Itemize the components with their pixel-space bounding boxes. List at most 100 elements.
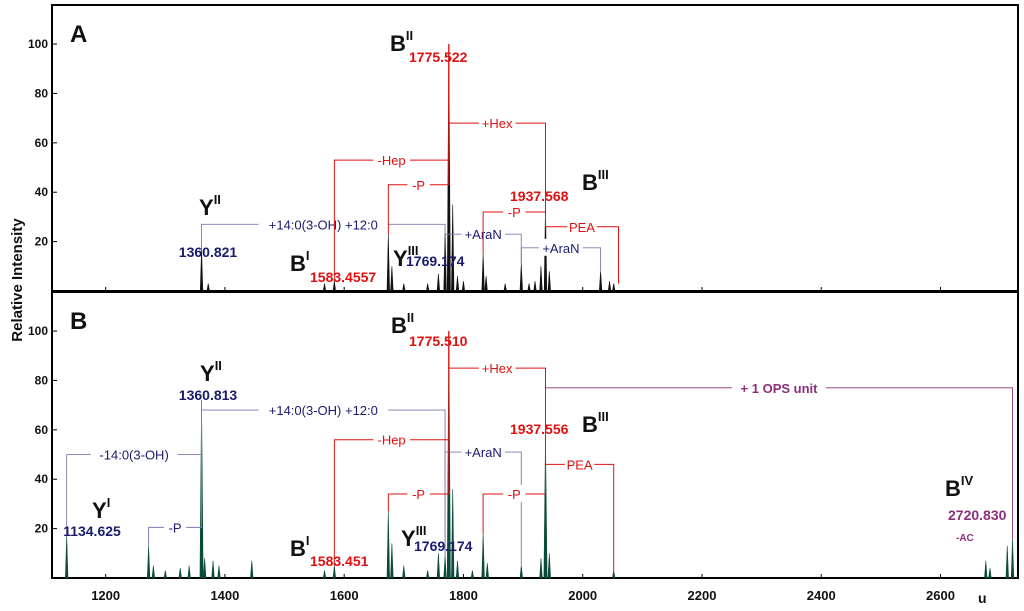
mz-label: 1583.4557 <box>310 269 376 285</box>
bracket-label-bg <box>478 359 516 377</box>
ion-letter: B <box>390 31 406 56</box>
ion-letter: B <box>582 170 598 195</box>
bracket-label-bg <box>407 485 430 503</box>
ion-letter: B <box>290 536 306 561</box>
peak <box>543 437 548 579</box>
x-tick-label: 2400 <box>807 588 836 603</box>
bracket-label-bg <box>503 485 526 503</box>
bracket-label-bg <box>373 151 410 169</box>
y-tick-label: 80 <box>35 373 49 387</box>
bracket-label: +AraN <box>542 241 579 256</box>
ion-letter: B <box>391 313 407 338</box>
bracket-label-bg <box>539 238 583 256</box>
bracket-label: +14:0(3-OH) +12:0 <box>269 217 378 232</box>
peak <box>455 276 460 292</box>
peak <box>426 570 430 579</box>
bracket-line <box>387 331 450 512</box>
bracket-label: +14:0(3-OH) +12:0 <box>269 403 378 418</box>
bracket-label-bg <box>478 114 516 132</box>
peak <box>484 276 488 292</box>
x-tick-label: 1200 <box>91 588 120 603</box>
y-tick-label: 100 <box>28 324 48 338</box>
peak <box>332 565 336 579</box>
y-tick-label: 100 <box>28 37 48 51</box>
bracket-line <box>333 331 450 566</box>
bracket-line <box>545 387 1013 539</box>
ion-letter: B <box>945 476 961 501</box>
bracket-label: -P <box>508 205 521 220</box>
peak <box>481 533 485 579</box>
ion-label: YII <box>200 358 222 386</box>
peak <box>402 565 406 579</box>
peak <box>547 271 551 292</box>
x-tick-label: 1800 <box>449 588 478 603</box>
peak <box>187 565 191 579</box>
y-tick-label: 60 <box>35 423 49 437</box>
peak <box>211 560 215 579</box>
peak <box>203 558 207 579</box>
bracket-label-bg <box>564 455 595 473</box>
panel-label: A <box>70 21 87 48</box>
mz-label: 1583.451 <box>310 553 369 569</box>
peak <box>503 283 507 292</box>
bracket-label: -P <box>412 487 425 502</box>
y-axis-label: Relative Intensity <box>9 218 26 342</box>
bracket-label-bg <box>567 217 597 235</box>
bracket-label: +AraN <box>465 445 502 460</box>
bracket-label: -14:0(3-OH) <box>99 448 168 463</box>
y-tick-label: 40 <box>35 185 49 199</box>
peak <box>217 565 221 579</box>
ion-superscript: III <box>416 523 427 538</box>
mz-label: 1937.556 <box>510 421 569 437</box>
y-tick-label: 20 <box>35 235 49 249</box>
peak <box>547 553 551 579</box>
mz-label: 1134.625 <box>63 523 121 539</box>
peak <box>533 281 537 292</box>
y-tick-label: 60 <box>35 136 49 150</box>
ion-label: BIII <box>582 167 609 195</box>
peak <box>1005 545 1009 579</box>
x-tick-label: 2200 <box>688 588 717 603</box>
peak <box>988 568 992 579</box>
bracket-label: + 1 OPS unit <box>741 381 819 396</box>
peak <box>436 273 441 292</box>
bracket-line <box>387 44 450 235</box>
ion-label: BI <box>290 533 310 561</box>
peak <box>178 568 182 579</box>
ion-label: YI <box>92 495 110 523</box>
bracket-label-bg <box>258 401 389 419</box>
mz-label: 2720.830 <box>948 507 1007 523</box>
bracket-label-bg <box>373 430 410 448</box>
mz-label: 1360.813 <box>179 387 238 403</box>
peak <box>451 204 455 292</box>
peak <box>607 281 612 292</box>
peak <box>539 266 543 292</box>
x-tick-label: 2000 <box>568 588 597 603</box>
mz-label: 1360.821 <box>179 244 238 260</box>
ion-superscript: I <box>107 495 111 510</box>
peak <box>598 271 603 292</box>
ion-label: YIII <box>401 523 427 551</box>
ion-superscript: I <box>306 533 310 548</box>
ion-label: BIV <box>945 473 974 501</box>
peak <box>455 560 460 579</box>
ion-label: BI <box>290 248 310 276</box>
bracket-label: -P <box>412 178 425 193</box>
ion-label: YIII <box>393 243 419 271</box>
ion-letter: Y <box>200 361 215 386</box>
peak <box>386 234 390 292</box>
panel-b-spectrum: B 20 40 60 80 100 1200 1400 1600 1800 2000 2200 2400… <box>28 291 1019 603</box>
mz-label: 1769.174 <box>406 253 465 269</box>
bracket-label: PEA <box>569 220 595 235</box>
ion-subscript: -AC <box>956 533 974 544</box>
peak <box>322 570 327 579</box>
mz-label: 1775.522 <box>409 49 468 65</box>
bracket-label-bg <box>407 175 430 193</box>
peak <box>250 560 254 579</box>
ion-superscript: II <box>215 358 222 373</box>
peak <box>527 283 531 292</box>
bracket-label: -P <box>508 487 521 502</box>
peak <box>481 253 485 292</box>
ion-letter: Y <box>393 246 408 271</box>
